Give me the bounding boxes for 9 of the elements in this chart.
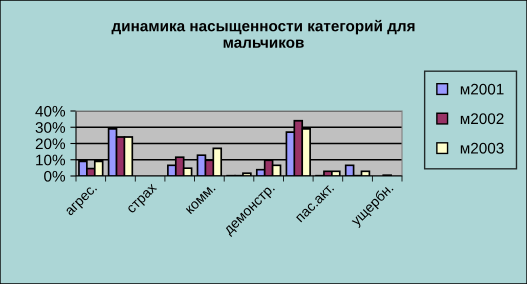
y-tick-label: 30%: [36, 122, 66, 133]
chart-title: динамика насыщенности категорий для мальчиков: [112, 20, 414, 48]
y-tick-label: 10%: [36, 154, 66, 166]
y-tick-label: 20%: [36, 138, 66, 150]
y-tick-label: 0%: [44, 170, 66, 182]
y-tick-label: 40%: [35, 106, 66, 117]
legend-label: м2002: [460, 113, 504, 124]
legend-label: м2003: [460, 142, 504, 154]
legend-label: м2001: [460, 84, 504, 95]
